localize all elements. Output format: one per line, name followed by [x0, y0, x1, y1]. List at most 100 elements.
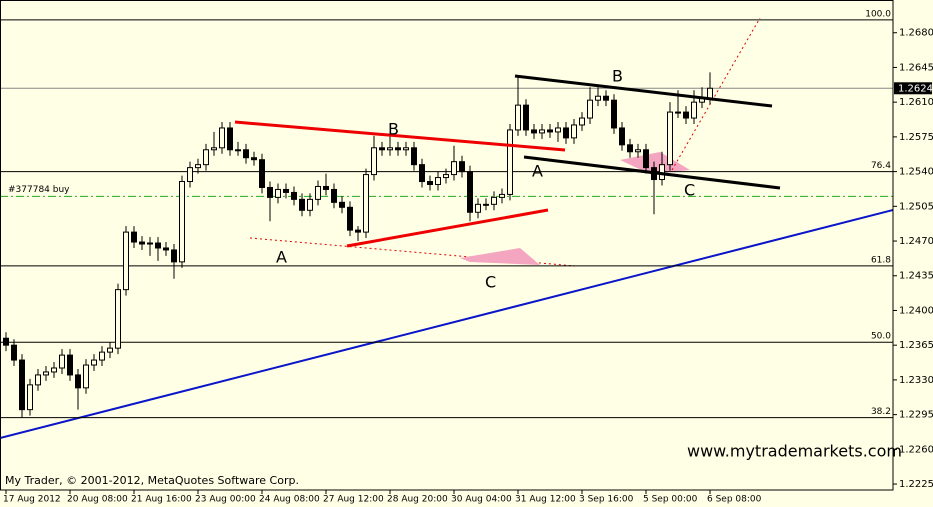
y-tick-label: 1.2680: [899, 28, 933, 39]
annotation: C: [485, 273, 496, 292]
candle-body: [203, 149, 209, 166]
y-tick-label: 1.2400: [899, 305, 933, 316]
candle-body: [195, 164, 201, 169]
x-tick-label: 28 Aug 20:00: [387, 495, 448, 505]
candle-body: [619, 127, 625, 146]
candle-body: [523, 104, 529, 131]
candle-body: [75, 374, 81, 389]
candle-body: [379, 147, 385, 151]
candle-body: [371, 147, 377, 176]
candle-body: [91, 359, 97, 366]
candle-body: [83, 364, 89, 389]
candle-body: [531, 129, 537, 134]
candle-body: [155, 242, 161, 249]
candle-body: [11, 344, 17, 361]
candle-body: [59, 354, 65, 369]
x-tick-label: 31 Aug 12:00: [515, 495, 576, 505]
x-tick-label: 21 Aug 16:00: [131, 495, 192, 505]
candle-body: [227, 127, 233, 151]
candle-body: [475, 203, 481, 213]
price-label: 1.2624: [898, 83, 933, 94]
candle-body: [683, 111, 689, 119]
y-tick-label: 1.2435: [899, 271, 933, 282]
candle-body: [595, 95, 601, 101]
x-tick-label: 17 Aug 2012: [3, 495, 61, 505]
candle-body: [395, 147, 401, 151]
candle-body: [323, 185, 329, 190]
y-tick-label: 1.2610: [899, 97, 933, 108]
candle-body: [427, 181, 433, 185]
plot-frame: [0, 0, 894, 491]
candle-body: [267, 186, 273, 198]
candle-body: [347, 206, 353, 231]
candle-body: [315, 185, 321, 200]
x-tick-label: 6 Sep 08:00: [707, 495, 762, 505]
price-box: [894, 82, 932, 95]
y-tick-label: 1.2505: [899, 201, 933, 212]
fib-label: 100.0: [865, 9, 891, 19]
candle-body: [211, 147, 217, 151]
y-tick-label: 1.2470: [899, 236, 933, 247]
x-tick-label: 24 Aug 08:00: [259, 495, 320, 505]
trend-line: [0, 209, 894, 439]
x-tick-label: 5 Sep 00:00: [643, 495, 698, 505]
x-tick-label: 30 Aug 04:00: [451, 495, 512, 505]
candle-body: [243, 149, 249, 159]
candle-body: [691, 101, 697, 119]
fib-label: 76.4: [871, 161, 891, 171]
candle-body: [171, 249, 177, 263]
candle-body: [283, 188, 289, 193]
fib-label: 61.8: [871, 255, 891, 265]
candle-body: [515, 104, 521, 131]
trend-line: [523, 155, 781, 190]
candle-body: [3, 337, 9, 346]
candle-body: [51, 367, 57, 373]
candle-body: [27, 384, 33, 411]
candle-body: [403, 147, 409, 151]
y-tick-label: 1.2575: [899, 132, 933, 143]
candle-body: [667, 111, 673, 166]
candle-body: [99, 351, 105, 361]
annotation: A: [532, 162, 543, 181]
candle-body: [467, 171, 473, 213]
trend-line: [346, 208, 549, 248]
x-tick-label: 27 Aug 12:00: [323, 495, 384, 505]
candle-body: [19, 359, 25, 411]
candle-body: [571, 124, 577, 139]
x-tick-label: 3 Sep 16:00: [579, 495, 634, 505]
candle-body: [459, 161, 465, 173]
candle-body: [635, 149, 641, 153]
candle-body: [675, 111, 681, 114]
y-tick-label: 1.2295: [899, 410, 933, 421]
candle-body: [67, 354, 73, 376]
candle-body: [547, 129, 553, 133]
candle-body: [419, 164, 425, 183]
candle-body: [131, 231, 137, 243]
y-tick-label: 1.2645: [899, 62, 933, 73]
candle-body: [355, 229, 361, 233]
candle-body: [539, 129, 545, 134]
annotation: B: [612, 67, 623, 86]
candle-body: [499, 193, 505, 198]
annotation: B: [388, 120, 399, 139]
annotation: C: [684, 181, 695, 200]
candle-body: [259, 159, 265, 188]
candle-body: [387, 147, 393, 151]
candle-body: [179, 181, 185, 263]
y-tick-label: 1.2540: [899, 167, 933, 178]
fib-label: 38.2: [871, 407, 891, 417]
triangle: [460, 248, 540, 265]
y-tick-label: 1.2260: [899, 444, 933, 455]
watermark: www.mytrademarkets.com: [687, 442, 902, 461]
candle-body: [603, 95, 609, 101]
candle-body: [587, 99, 593, 119]
x-tick-label: 20 Aug 08:00: [67, 495, 128, 505]
trend-line: [514, 74, 773, 108]
candle-body: [107, 347, 113, 353]
candle-body: [187, 167, 193, 183]
candle-body: [299, 198, 305, 211]
annotation: A: [276, 248, 287, 267]
candle-body: [483, 203, 489, 206]
